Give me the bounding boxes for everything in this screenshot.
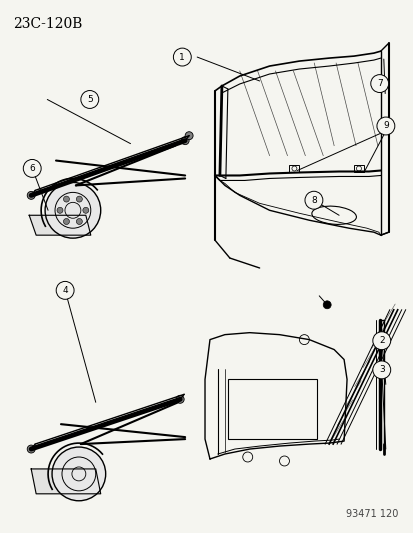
Circle shape bbox=[323, 301, 330, 309]
Circle shape bbox=[376, 117, 394, 135]
Bar bbox=[227, 379, 316, 439]
Circle shape bbox=[173, 48, 191, 66]
Circle shape bbox=[57, 207, 63, 213]
Text: 6: 6 bbox=[29, 164, 35, 173]
Circle shape bbox=[304, 191, 322, 209]
Text: 2: 2 bbox=[378, 336, 384, 345]
Text: 1: 1 bbox=[179, 53, 185, 62]
Circle shape bbox=[181, 136, 189, 144]
Circle shape bbox=[52, 447, 105, 501]
Circle shape bbox=[372, 332, 390, 350]
Polygon shape bbox=[31, 469, 100, 494]
Circle shape bbox=[23, 159, 41, 177]
Circle shape bbox=[63, 196, 69, 202]
Bar bbox=[289, 165, 299, 173]
Circle shape bbox=[83, 207, 88, 213]
Circle shape bbox=[63, 219, 69, 224]
Circle shape bbox=[372, 361, 390, 379]
Text: 8: 8 bbox=[310, 196, 316, 205]
Text: 4: 4 bbox=[62, 286, 68, 295]
Text: 5: 5 bbox=[87, 95, 93, 104]
Text: 3: 3 bbox=[378, 366, 384, 374]
Text: 9: 9 bbox=[382, 122, 388, 131]
Circle shape bbox=[27, 191, 35, 199]
Bar bbox=[353, 165, 363, 173]
Circle shape bbox=[370, 75, 388, 93]
Circle shape bbox=[176, 395, 184, 403]
Circle shape bbox=[185, 132, 192, 140]
Text: 7: 7 bbox=[376, 79, 382, 88]
Circle shape bbox=[76, 196, 82, 202]
Circle shape bbox=[81, 91, 99, 108]
Circle shape bbox=[27, 445, 35, 453]
Circle shape bbox=[45, 182, 100, 238]
Text: 93471 120: 93471 120 bbox=[346, 508, 398, 519]
Circle shape bbox=[76, 219, 82, 224]
Circle shape bbox=[56, 281, 74, 300]
Text: 23C-120B: 23C-120B bbox=[13, 17, 83, 31]
Polygon shape bbox=[29, 215, 90, 235]
